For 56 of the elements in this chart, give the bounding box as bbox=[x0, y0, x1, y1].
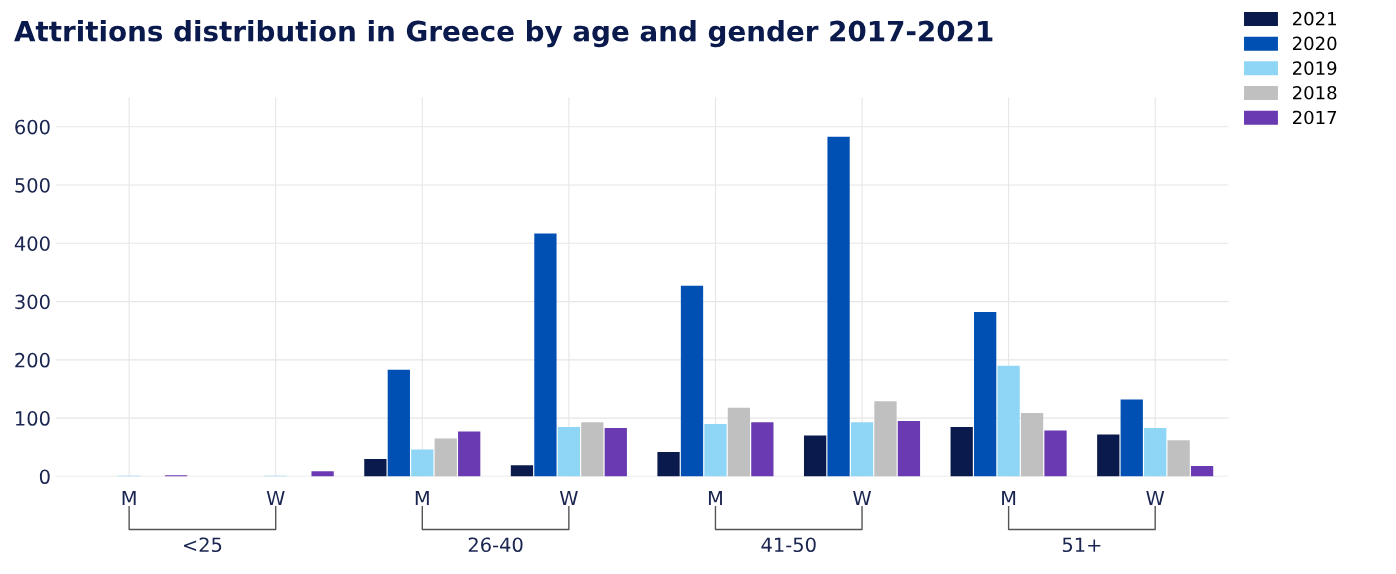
x-tick-label: W bbox=[853, 490, 872, 506]
bar bbox=[311, 471, 334, 477]
text: 41-50 bbox=[761, 537, 816, 553]
legend-label: 2019 bbox=[1293, 61, 1337, 75]
bar bbox=[1020, 412, 1044, 477]
y-tick-label: 600 bbox=[15, 119, 50, 135]
bar bbox=[604, 428, 627, 477]
bar bbox=[1144, 428, 1167, 477]
bar bbox=[557, 426, 581, 477]
x-tick-label: M bbox=[1002, 490, 1016, 506]
y-tick-label: 300 bbox=[15, 294, 50, 310]
bar bbox=[803, 435, 827, 477]
bar bbox=[751, 422, 774, 477]
legend-label: 2018 bbox=[1293, 85, 1337, 100]
bar bbox=[997, 365, 1020, 477]
bar bbox=[1044, 430, 1067, 477]
text: 26-40 bbox=[468, 537, 523, 553]
text: <25 bbox=[183, 537, 222, 553]
x-tick-label: W bbox=[1146, 490, 1165, 506]
x-tick-label: W bbox=[559, 490, 578, 506]
bar bbox=[364, 458, 387, 477]
legend-label: 2020 bbox=[1293, 36, 1337, 51]
x-tick-label: W bbox=[266, 490, 285, 506]
bar bbox=[897, 421, 921, 477]
bar bbox=[458, 431, 481, 477]
bar bbox=[850, 422, 874, 477]
bar bbox=[1120, 399, 1143, 477]
bar bbox=[704, 423, 727, 477]
bar bbox=[434, 438, 457, 477]
bar bbox=[680, 285, 704, 477]
chart-title: Attritions distribution in Greece by age and gender 2017-2021 bbox=[14, 20, 993, 48]
bar bbox=[727, 407, 751, 477]
x-tick-label: M bbox=[415, 490, 429, 506]
legend-label: 2017 bbox=[1293, 110, 1337, 125]
bar bbox=[581, 422, 604, 477]
bar bbox=[1190, 465, 1214, 477]
bar bbox=[657, 451, 680, 477]
y-tick-label: 0 bbox=[39, 469, 50, 485]
y-tick-label: 100 bbox=[16, 411, 50, 426]
y-tick-label: 400 bbox=[14, 236, 50, 251]
x-tick-label: M bbox=[708, 490, 722, 506]
bar bbox=[1167, 440, 1190, 477]
bar bbox=[510, 465, 534, 477]
bar bbox=[411, 449, 434, 477]
y-tick-label: 500 bbox=[15, 177, 50, 193]
x-tick-label: M bbox=[122, 490, 136, 506]
bar bbox=[950, 426, 973, 477]
bar bbox=[534, 233, 557, 477]
text: 51+ bbox=[1062, 537, 1101, 553]
legend-label: 2021 bbox=[1293, 11, 1336, 26]
bar bbox=[874, 401, 897, 477]
bar bbox=[387, 369, 410, 477]
y-tick-label: 200 bbox=[15, 352, 50, 368]
bar bbox=[827, 136, 850, 477]
bar bbox=[1097, 434, 1120, 477]
bar bbox=[974, 312, 997, 477]
